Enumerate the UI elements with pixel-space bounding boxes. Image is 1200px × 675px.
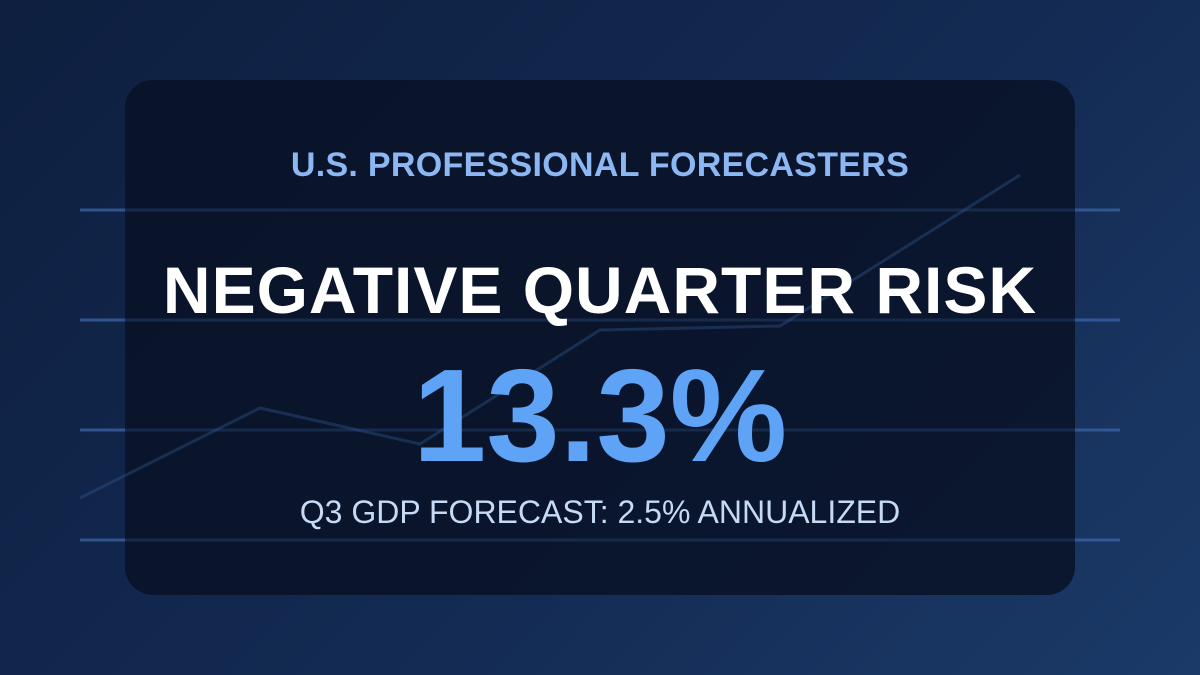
card xyxy=(125,80,1075,595)
key-figure: 13.3% xyxy=(412,342,788,489)
footnote: Q3 GDP FORECAST: 2.5% ANNUALIZED xyxy=(299,494,901,530)
deco-trend xyxy=(79,173,1021,500)
eyebrow: U.S. PROFESSIONAL FORECASTERS xyxy=(290,146,910,184)
headline: NEGATIVE QUARTER RISK xyxy=(162,253,1038,327)
